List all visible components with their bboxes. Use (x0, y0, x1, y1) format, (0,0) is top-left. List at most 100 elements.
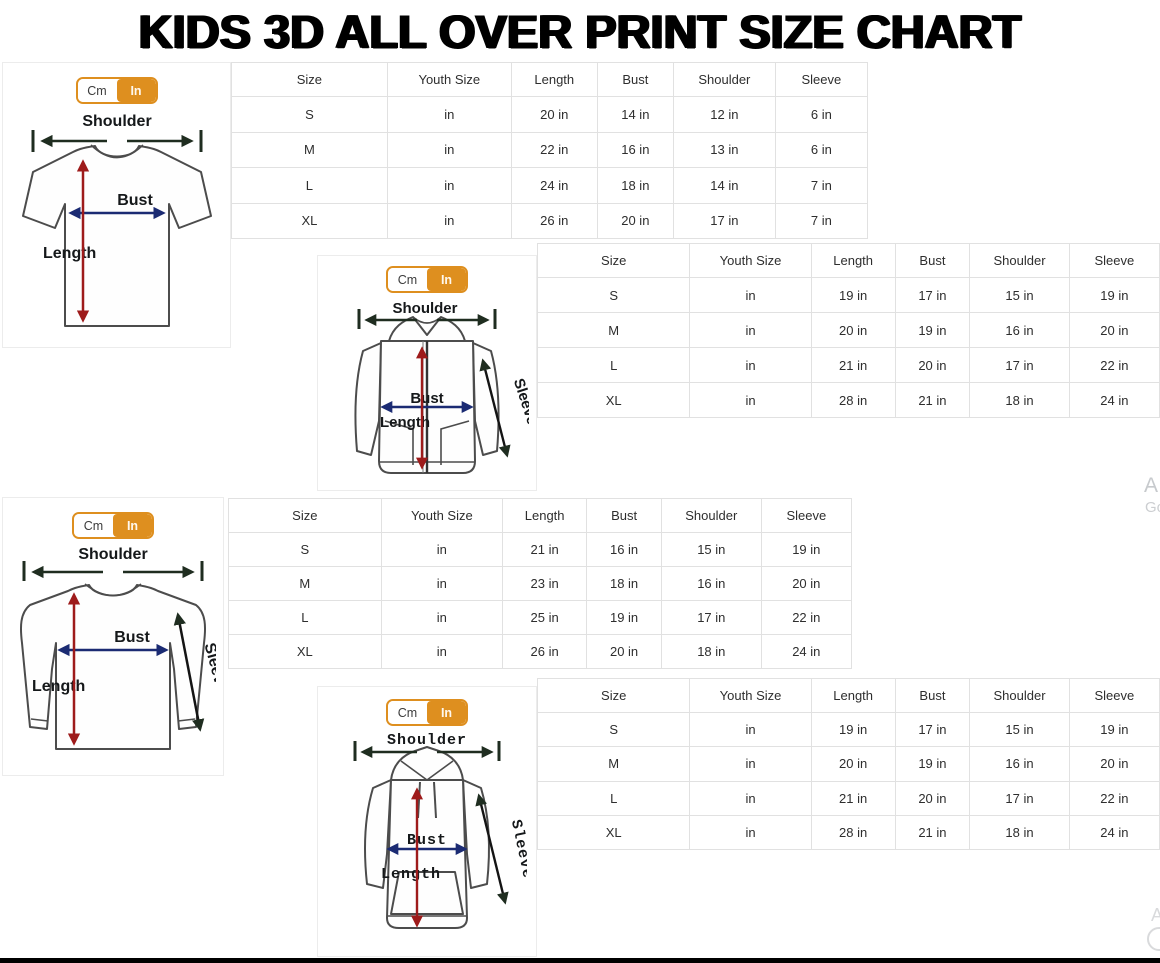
measurement-cell: M (536, 746, 691, 782)
measurement-cell: in (689, 711, 812, 748)
measurement-cell: 6 in (774, 96, 869, 133)
measurement-cell: 19 in (1068, 277, 1160, 313)
column-header: Length (810, 678, 896, 713)
column-header: Shoulder (969, 678, 1070, 713)
measurement-cell: 19 in (894, 312, 971, 348)
size-row: XL in 26 in 20 in 18 in 24 in (228, 634, 853, 669)
shoulder-measure-label: Shoulder (387, 732, 467, 749)
measurement-cell: M (231, 131, 388, 168)
measurement-cell: 19 in (894, 746, 971, 782)
measurement-cell: in (689, 312, 812, 348)
measurement-cell: 24 in (1068, 382, 1160, 418)
measurement-cell: 19 in (810, 277, 896, 313)
measurement-cell: 19 in (810, 711, 896, 748)
measurement-cell: 17 in (673, 202, 776, 239)
measurement-cell: 26 in (502, 634, 588, 669)
unit-in-button[interactable]: In (427, 701, 466, 724)
sleeve-arrow (173, 612, 205, 732)
measurement-cell: in (689, 746, 812, 782)
measurement-cell: 24 in (510, 167, 598, 204)
cutoff-watermark-text: A (1151, 905, 1160, 925)
column-header: Sleeve (1068, 243, 1160, 278)
measurement-cell: 18 in (586, 566, 662, 601)
measurement-cell: in (386, 131, 512, 168)
measurement-cell: 13 in (673, 131, 776, 168)
measurement-cell: 15 in (660, 532, 762, 567)
column-header: Youth Size (689, 678, 812, 713)
page-title: KIDS 3D ALL OVER PRINT SIZE CHART (138, 5, 1022, 58)
measurement-cell: 22 in (1068, 347, 1160, 383)
measurement-cell: 21 in (810, 347, 896, 383)
column-header: Bust (586, 498, 662, 533)
size-row: XL in 28 in 21 in 18 in 24 in (536, 382, 1160, 418)
measurement-cell: L (228, 600, 382, 635)
measurement-cell: L (536, 347, 691, 383)
tshirt-diagram-panel: Cm In Shoulder Bust Length (2, 62, 231, 348)
measurement-cell: 20 in (760, 566, 853, 601)
measurement-cell: 20 in (894, 347, 971, 383)
unit-cm-button[interactable]: Cm (388, 268, 427, 291)
header-row: Size Youth Size Length Bust Shoulder Sleeve (231, 62, 869, 97)
measurement-cell: in (380, 600, 504, 635)
measurement-cell: L (536, 780, 691, 816)
shoulder-measure-label: Shoulder (82, 113, 151, 130)
measurement-cell: 16 in (586, 532, 662, 567)
measurement-cell: 20 in (1068, 312, 1160, 348)
measurement-cell: 6 in (774, 131, 869, 168)
measurement-cell: XL (231, 202, 388, 239)
measurement-cell: 16 in (660, 566, 762, 601)
column-header: Youth Size (380, 498, 504, 533)
measurement-cell: 20 in (810, 746, 896, 782)
measurement-cell: 17 in (969, 780, 1070, 816)
zip-hoodie-diagram: Shoulder Bust Length Sleeve (354, 300, 529, 474)
measurement-cell: S (536, 277, 691, 313)
unit-cm-button[interactable]: Cm (74, 514, 113, 537)
bust-measure-label: Bust (410, 390, 443, 407)
measurement-cell: 16 in (969, 746, 1070, 782)
measurement-cell: in (386, 167, 512, 204)
measurement-cell: in (380, 566, 504, 601)
sleeve-measure-label: Sleeve (201, 641, 216, 694)
measurement-cell: 21 in (894, 814, 971, 851)
column-header: Shoulder (969, 243, 1070, 278)
unit-cm-button[interactable]: Cm (77, 79, 117, 102)
bust-measure-label: Bust (114, 629, 150, 646)
column-header: Sleeve (760, 498, 853, 533)
measurement-cell: 20 in (894, 780, 971, 816)
measurement-cell: in (380, 532, 504, 567)
measurement-cell: 7 in (774, 202, 869, 239)
measurement-cell: 20 in (510, 96, 598, 133)
column-header: Shoulder (673, 62, 776, 97)
zip-hoodie-diagram-panel: Cm In Shoulder Bust Length (317, 255, 537, 491)
hoodie-diagram-panel: Cm In Shoulder Bust Length (317, 686, 537, 957)
measurement-cell: 21 in (894, 382, 971, 418)
cutoff-watermark-text: Go (1145, 499, 1160, 516)
column-header: Bust (894, 243, 971, 278)
measurement-cell: S (231, 96, 388, 133)
measurement-cell: 26 in (510, 202, 598, 239)
header-row: Size Youth Size Length Bust Shoulder Sleeve (536, 678, 1160, 713)
measurement-cell: 20 in (810, 312, 896, 348)
unit-in-button[interactable]: In (113, 514, 152, 537)
measurement-cell: XL (536, 814, 691, 851)
size-row: XL in 26 in 20 in 17 in 7 in (231, 202, 869, 239)
measurement-cell: in (689, 382, 812, 418)
column-header: Youth Size (689, 243, 812, 278)
measurement-cell: 17 in (894, 277, 971, 313)
measurement-cell: in (380, 634, 504, 669)
unit-in-button[interactable]: In (427, 268, 466, 291)
unit-cm-button[interactable]: Cm (388, 701, 427, 724)
measurement-cell: 18 in (660, 634, 762, 669)
length-measure-label: Length (43, 245, 96, 262)
column-header: Size (536, 678, 691, 713)
measurement-cell: in (689, 814, 812, 851)
unit-toggle: Cm In (386, 699, 468, 726)
unit-in-button[interactable]: In (116, 79, 156, 102)
